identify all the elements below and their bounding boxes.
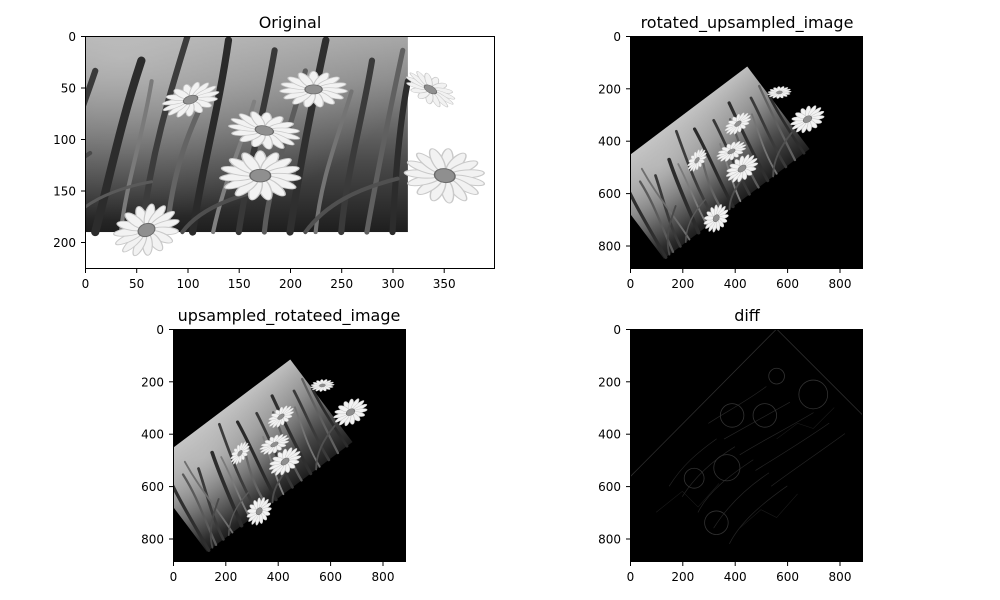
- y-tick-label: 400: [141, 428, 164, 442]
- panel-rotated-upsampled: rotated_upsampled_image 0 200 400 600 80…: [598, 13, 863, 291]
- x-axis-original: 0 50 100 150 200 250 300 350: [82, 269, 456, 291]
- x-tick-label: 100: [177, 277, 200, 291]
- y-axis-rotated-upsampled: 0 200 400 600 800: [598, 30, 630, 254]
- x-tick-label: 800: [829, 277, 852, 291]
- x-tick-label: 350: [433, 277, 456, 291]
- x-tick-label: 200: [671, 277, 694, 291]
- y-axis-upsampled-rotated: 0 200 400 600 800: [141, 323, 173, 547]
- x-tick-label: 200: [671, 570, 694, 584]
- x-axis-diff: 0 200 400 600 800: [627, 562, 852, 584]
- x-tick-label: 300: [382, 277, 405, 291]
- y-tick-label: 0: [68, 30, 76, 44]
- y-tick-label: 800: [598, 533, 621, 547]
- y-tick-label: 200: [141, 375, 164, 389]
- y-tick-label: 800: [598, 240, 621, 254]
- y-tick-label: 600: [141, 480, 164, 494]
- y-tick-label: 150: [53, 185, 76, 199]
- x-tick-label: 0: [170, 570, 178, 584]
- y-tick-label: 400: [598, 135, 621, 149]
- y-tick-label: 200: [598, 82, 621, 96]
- x-tick-label: 800: [829, 570, 852, 584]
- panel-title-original: Original: [259, 13, 322, 32]
- image-upsampled-rotated: [145, 329, 406, 563]
- x-axis-upsampled-rotated: 0 200 400 600 800: [170, 562, 395, 584]
- y-tick-label: 200: [53, 236, 76, 250]
- x-tick-label: 150: [228, 277, 251, 291]
- y-tick-label: 200: [598, 375, 621, 389]
- image-rotated-upsampled: [602, 36, 863, 270]
- panel-upsampled-rotated: upsampled_rotateed_image 0 200 400 600 8…: [141, 306, 406, 584]
- y-tick-label: 50: [61, 82, 76, 96]
- x-tick-label: 0: [627, 277, 635, 291]
- y-axis-diff: 0 200 400 600 800: [598, 323, 630, 547]
- panel-title-diff: diff: [734, 306, 761, 325]
- panel-title-upsampled-rotated: upsampled_rotateed_image: [178, 306, 401, 326]
- y-tick-label: 800: [141, 533, 164, 547]
- panel-title-rotated-upsampled: rotated_upsampled_image: [641, 13, 854, 33]
- image-diff: [630, 329, 863, 562]
- x-tick-label: 50: [129, 277, 144, 291]
- y-tick-label: 400: [598, 428, 621, 442]
- x-tick-label: 0: [82, 277, 90, 291]
- y-tick-label: 600: [598, 187, 621, 201]
- x-tick-label: 600: [319, 570, 342, 584]
- x-tick-label: 0: [627, 570, 635, 584]
- x-tick-label: 600: [776, 570, 799, 584]
- x-tick-label: 400: [267, 570, 290, 584]
- panel-original: Original 0 50 100 150 200 250 300 350: [0, 0, 495, 291]
- panel-diff: diff: [598, 306, 863, 584]
- x-tick-label: 600: [776, 277, 799, 291]
- x-tick-label: 200: [214, 570, 237, 584]
- y-axis-original: 0 50 100 150 200: [53, 30, 85, 250]
- x-tick-label: 800: [372, 570, 395, 584]
- x-tick-label: 400: [724, 570, 747, 584]
- y-tick-label: 0: [156, 323, 164, 337]
- x-tick-label: 200: [279, 277, 302, 291]
- y-tick-label: 600: [598, 480, 621, 494]
- x-tick-label: 400: [724, 277, 747, 291]
- y-tick-label: 100: [53, 133, 76, 147]
- x-tick-label: 250: [330, 277, 353, 291]
- y-tick-label: 0: [613, 30, 621, 44]
- x-axis-rotated-upsampled: 0 200 400 600 800: [627, 269, 852, 291]
- y-tick-label: 0: [613, 323, 621, 337]
